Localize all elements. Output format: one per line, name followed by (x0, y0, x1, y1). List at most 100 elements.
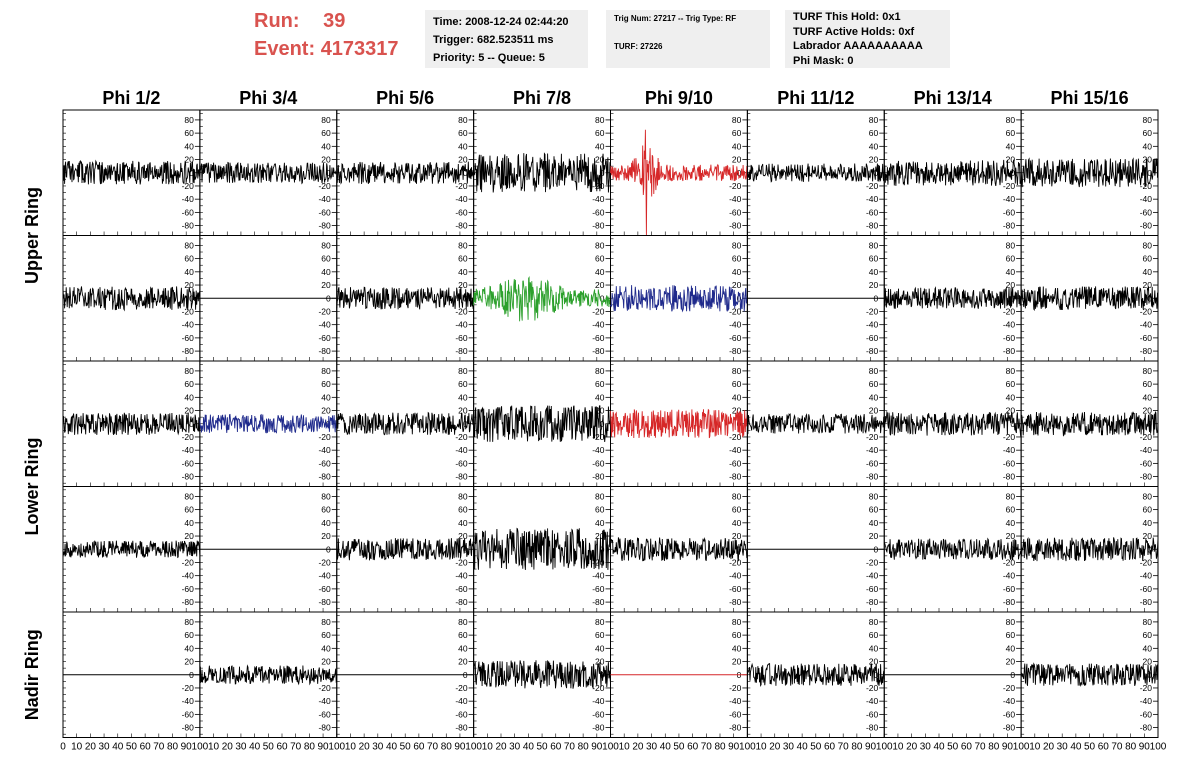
column-header-6: Phi 11/12 (777, 88, 854, 108)
y-tick-label: 60 (732, 254, 742, 264)
y-tick-label: 40 (595, 267, 605, 277)
y-tick-label: 80 (732, 240, 742, 250)
x-tick-label: 50 (947, 742, 959, 753)
y-tick-label: 60 (1143, 379, 1153, 389)
x-tick-label: 20 (906, 742, 918, 753)
y-tick-label: 0 (600, 293, 605, 303)
y-tick-label: -40 (1140, 320, 1153, 330)
waveform-r3-c7 (883, 410, 1022, 437)
y-tick-label: 20 (732, 406, 742, 416)
y-tick-label: -60 (455, 584, 468, 594)
y-tick-label: -20 (866, 181, 879, 191)
y-tick-label: 20 (184, 657, 194, 667)
y-tick-label: 40 (1006, 518, 1016, 528)
x-tick-label: 60 (140, 742, 152, 753)
y-tick-label: 0 (1147, 168, 1152, 178)
x-tick-label: 90 (865, 742, 877, 753)
y-tick-label: -40 (1140, 571, 1153, 581)
y-tick-label: -40 (1003, 696, 1016, 706)
y-tick-label: 40 (1006, 392, 1016, 402)
y-tick-label: -60 (1003, 207, 1016, 217)
x-tick-label: 30 (920, 742, 932, 753)
waveform-r3-c3 (336, 411, 475, 436)
y-tick-label: -20 (182, 181, 195, 191)
y-tick-label: 80 (321, 491, 331, 501)
y-tick-label: -40 (318, 696, 331, 706)
y-tick-label: 40 (321, 518, 331, 528)
x-tick-label: 50 (1084, 742, 1096, 753)
waveform-r2-c8 (1020, 286, 1159, 311)
x-tick-label: 80 (441, 742, 453, 753)
y-tick-label: -60 (182, 333, 195, 343)
y-tick-label: 80 (184, 617, 194, 627)
y-tick-label: -80 (318, 472, 331, 482)
y-tick-label: 20 (184, 531, 194, 541)
y-tick-label: 80 (732, 491, 742, 501)
y-tick-label: -40 (318, 194, 331, 204)
y-tick-label: 40 (869, 141, 879, 151)
y-tick-label: 60 (321, 505, 331, 515)
waveform-r4-c7 (883, 537, 1022, 561)
y-tick-label: 60 (869, 254, 879, 264)
y-tick-label: 40 (1143, 141, 1153, 151)
y-tick-label: 20 (1143, 280, 1153, 290)
y-tick-label: 20 (1143, 155, 1153, 165)
y-tick-label: 80 (732, 366, 742, 376)
y-tick-label: 60 (1143, 630, 1153, 640)
y-tick-label: -60 (729, 584, 742, 594)
y-tick-label: 20 (1006, 406, 1016, 416)
y-tick-label: 60 (595, 630, 605, 640)
y-tick-label: 40 (869, 643, 879, 653)
y-tick-label: 0 (737, 293, 742, 303)
waveform-r1-c3 (336, 161, 475, 185)
x-tick-label: 10 (892, 742, 904, 753)
y-tick-label: -60 (455, 709, 468, 719)
y-tick-label: -40 (866, 696, 879, 706)
waveform-r4-c5 (610, 536, 748, 562)
y-tick-label: 60 (1006, 128, 1016, 138)
y-tick-label: -60 (1003, 333, 1016, 343)
y-tick-label: 80 (184, 491, 194, 501)
y-tick-label: -20 (1140, 557, 1153, 567)
x-tick-label: 70 (838, 742, 850, 753)
y-tick-label: -20 (866, 557, 879, 567)
y-tick-label: 40 (1143, 392, 1153, 402)
event-value-text: 4173317 (320, 38, 399, 60)
y-tick-label: 20 (1006, 155, 1016, 165)
x-tick-label: 70 (701, 742, 713, 753)
y-tick-label: -20 (866, 432, 879, 442)
panel-frame-r1-c4 (473, 109, 611, 236)
y-tick-label: -20 (455, 683, 468, 693)
y-tick-label: 80 (595, 240, 605, 250)
y-tick-label: -60 (592, 709, 605, 719)
y-tick-label: -40 (729, 445, 742, 455)
y-tick-label: 60 (869, 128, 879, 138)
y-tick-label: 60 (732, 379, 742, 389)
y-tick-label: 80 (1006, 491, 1016, 501)
y-tick-label: 40 (458, 643, 468, 653)
y-tick-label: 20 (184, 406, 194, 416)
y-tick-label: 80 (184, 115, 194, 125)
x-tick-label: 20 (632, 742, 644, 753)
y-tick-label: 80 (1143, 617, 1153, 627)
x-tick-label: 30 (646, 742, 658, 753)
waveform-r4-c4 (473, 527, 611, 570)
y-tick-label: 20 (732, 657, 742, 667)
y-tick-label: -20 (592, 683, 605, 693)
y-tick-label: 80 (321, 617, 331, 627)
x-tick-label: 60 (413, 742, 425, 753)
y-tick-label: -40 (592, 571, 605, 581)
phi-mask-text: Phi Mask: 0 (793, 54, 854, 67)
y-tick-label: -40 (455, 445, 468, 455)
column-header-8: Phi 15/16 (1051, 88, 1129, 108)
waveform-r2-c4 (473, 275, 611, 322)
y-tick-label: -60 (1140, 333, 1153, 343)
y-tick-label: -80 (729, 597, 742, 607)
y-tick-label: 80 (595, 491, 605, 501)
y-tick-label: -40 (182, 194, 195, 204)
y-tick-label: -40 (866, 571, 879, 581)
y-tick-label: -20 (1003, 181, 1016, 191)
y-tick-label: -20 (182, 683, 195, 693)
y-tick-label: 60 (1143, 254, 1153, 264)
x-tick-label: 60 (276, 742, 288, 753)
